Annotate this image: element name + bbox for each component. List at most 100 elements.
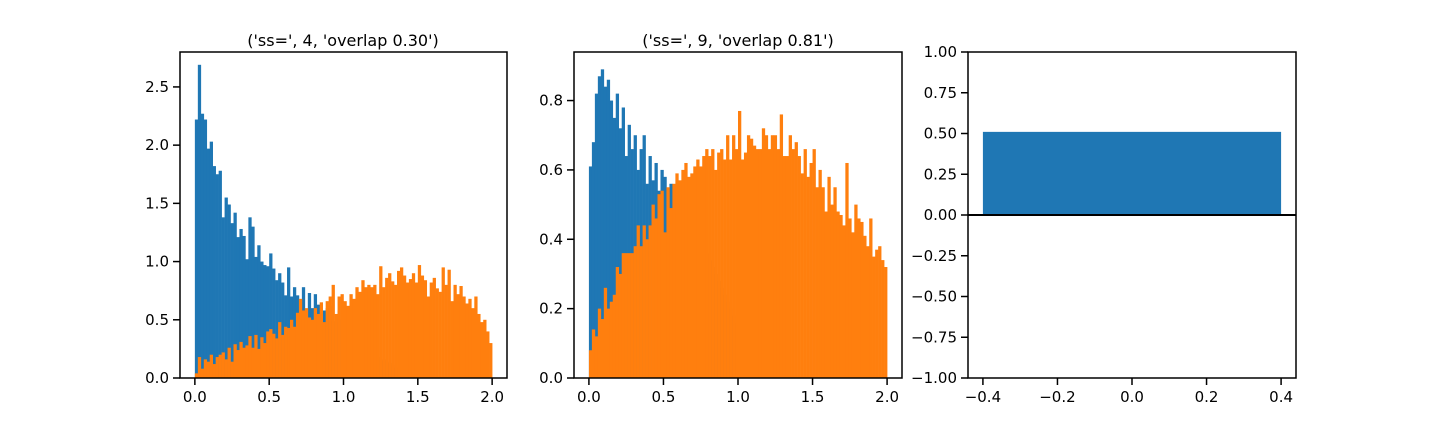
panel-1-series-2-bin-36 xyxy=(301,310,306,378)
histogram-panel-1: ('ss=', 4, 'overlap 0.30') 0.0 0.5 1.0 1.5 2… xyxy=(145,31,508,406)
panel-2-y-tick-label-3: 0.6 xyxy=(539,161,563,179)
panel-2-series-2-bin-55 xyxy=(752,145,757,378)
panel-1-x-tick-label-0: 0.0 xyxy=(183,388,207,406)
panel-1-series-2-bin-79 xyxy=(429,282,433,378)
panel-2-series-2-bin-82 xyxy=(833,187,837,378)
panel-1-series-2-bin-53 xyxy=(352,298,356,378)
panel-1-series-1-bin-23 xyxy=(263,265,267,378)
panel-2-series-2-bin-91 xyxy=(860,221,864,378)
panel-3-x-axis-ticks: −0.4 −0.2 0.0 0.2 0.4 xyxy=(965,378,1293,406)
panel-2-series-2-bin-61 xyxy=(770,135,775,378)
panel-2-series-2-bin-63 xyxy=(776,149,781,378)
panel-1-series-1-bin-9 xyxy=(221,217,225,378)
panel-1-series-2-bin-81 xyxy=(435,288,439,378)
panel-1-series-2-bin-4 xyxy=(206,361,211,378)
panel-2-bars xyxy=(588,69,888,379)
panel-2-y-tick-label-0: 0.0 xyxy=(539,369,563,387)
panel-2-series-1-bin-9 xyxy=(615,93,620,379)
panel-1-series-2-bin-80 xyxy=(432,277,436,378)
panel-1-series-2-bin-56 xyxy=(361,280,365,378)
panel-2-series-2-bin-16 xyxy=(636,225,640,378)
panel-1-series-1-bin-12 xyxy=(230,223,234,378)
panel-1-series-2-bin-69 xyxy=(399,267,404,378)
panel-1-series-2-bin-93 xyxy=(471,308,475,378)
panel-1-series-2-bin-66 xyxy=(391,281,395,378)
panel-1-series-1-bin-31 xyxy=(287,267,291,378)
panel-1-series-2-bin-89 xyxy=(459,286,463,378)
panel-1-series-2-bin-25 xyxy=(269,329,273,378)
panel-1-x-tick-label-2: 1.0 xyxy=(332,388,356,406)
panel-3-y-tick-label-3: −0.25 xyxy=(911,247,957,265)
panel-1-series-2-bin-55 xyxy=(358,291,362,378)
panel-2-series-1-bin-11 xyxy=(621,107,625,379)
panel-2-title: ('ss=', 9, 'overlap 0.81') xyxy=(642,31,833,50)
panel-1-series-1-bin-20 xyxy=(254,256,258,378)
panel-1-series-2-bin-82 xyxy=(438,291,442,378)
panel-2-series-2-bin-96 xyxy=(875,249,879,378)
panel-2-series-2-bin-0 xyxy=(588,350,593,378)
panel-1-series-2-bin-35 xyxy=(298,298,303,378)
panel-2-series-1-bin-0 xyxy=(588,166,593,378)
panel-2-series-2-bin-13 xyxy=(627,253,631,378)
panel-1-y-tick-label-2: 1.0 xyxy=(145,253,169,271)
panel-2-series-2-bin-48 xyxy=(732,135,736,378)
panel-2-series-2-bin-41 xyxy=(711,149,715,378)
panel-1-series-2-bin-73 xyxy=(411,273,416,378)
panel-2-series-2-bin-67 xyxy=(788,135,792,378)
panel-2-series-2-bin-19 xyxy=(645,239,649,378)
panel-1-series-2-bin-18 xyxy=(248,336,252,378)
panel-1-series-2-bin-41 xyxy=(316,313,321,378)
panel-1-series-2-bin-90 xyxy=(462,296,466,378)
panel-2-series-2-bin-53 xyxy=(746,135,751,378)
panel-2-series-2-bin-11 xyxy=(621,253,625,378)
panel-2-y-tick-label-2: 0.4 xyxy=(539,230,563,248)
panel-3-x-tick-label-1: −0.2 xyxy=(1039,388,1075,406)
panel-2-series-2-bin-81 xyxy=(830,204,834,378)
panel-1-series-1-bin-25 xyxy=(269,253,273,378)
panel-1-x-tick-label-4: 2.0 xyxy=(480,388,504,406)
panel-1-series-1-bin-1 xyxy=(197,64,202,378)
panel-2-series-2-bin-70 xyxy=(797,156,801,378)
panel-2-series-2-bin-69 xyxy=(794,142,798,378)
panel-2-series-2-bin-17 xyxy=(639,246,643,378)
panel-2-series-1-bin-13 xyxy=(627,124,631,378)
panel-2-series-2-bin-33 xyxy=(687,176,691,378)
panel-2-x-tick-label-2: 1.0 xyxy=(726,388,750,406)
panel-1-series-2-bin-38 xyxy=(307,317,312,378)
panel-1-series-2-bin-43 xyxy=(322,322,326,378)
panel-1-series-1-bin-5 xyxy=(209,141,213,378)
panel-1-series-2-bin-83 xyxy=(441,267,445,378)
panel-1-series-1-bin-11 xyxy=(227,204,231,378)
panel-1-series-2-bin-7 xyxy=(215,357,219,378)
panel-2-series-2-bin-12 xyxy=(624,253,628,378)
panel-1-series-2-bin-44 xyxy=(325,301,329,378)
panel-2-x-tick-label-1: 0.5 xyxy=(652,388,676,406)
panel-2-series-2-bin-93 xyxy=(866,246,870,378)
panel-2-series-2-bin-22 xyxy=(654,218,658,378)
panel-1-series-1-bin-4 xyxy=(206,148,211,378)
panel-1-series-2-bin-50 xyxy=(343,301,347,378)
panel-2-series-2-bin-25 xyxy=(663,232,667,378)
panel-2-series-2-bin-97 xyxy=(878,246,882,378)
panel-1-series-2-bin-61 xyxy=(376,294,380,378)
panel-1-series-2-bin-74 xyxy=(414,282,419,378)
panel-2-series-2-bin-2 xyxy=(594,336,599,378)
panel-1-series-2-bin-46 xyxy=(331,284,335,378)
panel-2-x-tick-label-4: 2.0 xyxy=(875,388,899,406)
panel-1-title: ('ss=', 4, 'overlap 0.30') xyxy=(247,31,438,50)
panel-2-series-2-bin-56 xyxy=(755,149,760,378)
panel-1-series-2-bin-22 xyxy=(260,337,264,378)
panel-2-series-1-bin-1 xyxy=(591,142,596,378)
panel-2-frame xyxy=(573,51,903,379)
panel-1-series-2-bin-60 xyxy=(373,284,377,378)
panel-2-x-axis-ticks: 0.0 0.5 1.0 1.5 2.0 xyxy=(577,378,899,406)
panel-1-series-2-bin-16 xyxy=(242,347,246,378)
panel-2-series-2-bin-54 xyxy=(749,138,754,378)
panel-2-series-2-bin-44 xyxy=(720,149,724,378)
panel-2-series-2-bin-5 xyxy=(603,287,608,378)
panel-2-y-tick-label-1: 0.2 xyxy=(539,300,563,318)
panel-1-series-1-bin-24 xyxy=(266,266,270,378)
panel-1-series-2-bin-92 xyxy=(468,298,472,378)
panel-2-series-2-bin-47 xyxy=(729,159,733,378)
